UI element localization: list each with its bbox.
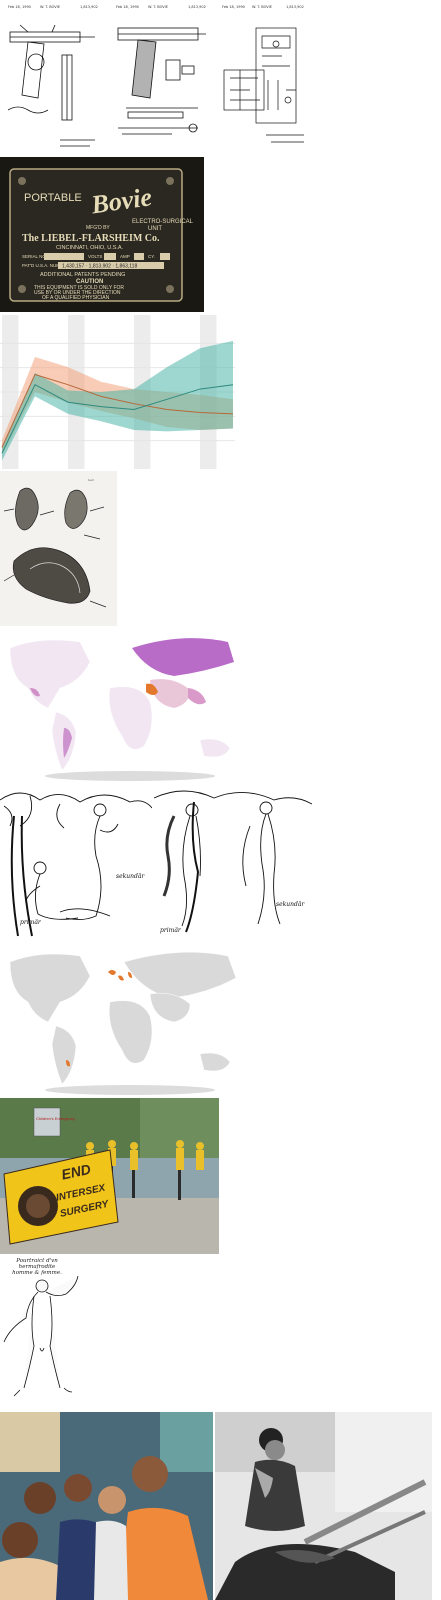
patent-date-2: Feb 18, 1990 — [116, 5, 139, 9]
plate-portable: PORTABLE — [24, 192, 82, 204]
group-photo-scene — [0, 1412, 213, 1600]
patent-drawing-2: Feb 18, 1990 W. T. BOVIE 1,813,902 — [108, 0, 213, 152]
weaver-photo[interactable] — [215, 1412, 432, 1600]
banner-word-1: END — [60, 1161, 92, 1183]
patent-number-1: 1,813,902 — [80, 5, 98, 9]
bovie-nameplate: PORTABLE Bovie ELECTRO-SURGICAL UNIT MFG… — [0, 157, 204, 312]
world-map-choropleth-1[interactable] — [0, 628, 258, 783]
patent-sheet-2[interactable]: Feb 18, 1990 W. T. BOVIE 1,813,902 — [108, 0, 213, 152]
plate-volts-label: VOLTS — [88, 254, 102, 259]
weaver-scene — [215, 1412, 432, 1600]
engraving-figure — [3, 1275, 79, 1397]
patent-number-2: 1,813,902 — [188, 5, 206, 9]
plate-pending: ADDITIONAL PATENTS PENDING — [40, 272, 125, 278]
bovie-nameplate-photo[interactable]: PORTABLE Bovie ELECTRO-SURGICAL UNIT MFG… — [0, 157, 204, 312]
plate-mfg: MFG'D BY — [86, 225, 110, 231]
svg-text:text: text — [88, 478, 95, 482]
engraving-caption-line-1: Pourtraict d'vn hermafrodite — [16, 1258, 58, 1270]
patent-drawing-1: Feb 18, 1990 W. T. BOVIE 1,813,902 — [0, 0, 105, 152]
plate-city: CINCINNATI, OHIO, U.S.A. — [56, 245, 124, 251]
plate-caution-3: OF A QUALIFIED PHYSICIAN — [42, 295, 110, 301]
engraving-caption: Pourtraict d'vn hermafrodite homme & fem… — [2, 1258, 72, 1276]
plate-unit: UNIT — [148, 226, 162, 232]
patent-inventor-2: W. T. BOVIE — [148, 5, 168, 9]
confidence-band-chart[interactable] — [0, 315, 235, 469]
world-map-2 — [0, 942, 258, 1097]
patent-inventor-1: W. T. BOVIE — [40, 5, 60, 9]
protest-scene: Children's Emergency END INTERSEX SURGER… — [0, 1098, 219, 1254]
plate-electro: ELECTRO-SURGICAL — [132, 219, 194, 225]
sketch-right-illustration: primär sekundär — [154, 786, 312, 940]
plate-caution: CAUTION — [76, 279, 103, 285]
anatomy-drawing[interactable]: text — [0, 471, 117, 626]
plate-pat-label: PAT'D U.S.A. NUMBERS — [22, 263, 72, 268]
plate-cy-label: CY. — [148, 254, 155, 259]
patent-date-3: Feb 18, 1990 — [222, 5, 245, 9]
patent-sheet-3[interactable]: Feb 18, 1990 W. T. BOVIE 1,813,902 — [216, 0, 311, 152]
patent-drawing-3: Feb 18, 1990 W. T. BOVIE 1,813,902 — [216, 0, 311, 152]
plate-maker: The LIEBEL-FLARSHEIM Co. — [22, 233, 160, 244]
plate-serial-label: SERIAL NO. — [22, 254, 47, 259]
sketch-right-label-1: primär — [160, 927, 182, 934]
sketch-right[interactable]: primär sekundär — [154, 786, 312, 940]
group-photo[interactable] — [0, 1412, 213, 1600]
sketch-left-label-1: primär — [20, 919, 42, 926]
sketch-left-illustration: primär sekundär — [0, 786, 152, 940]
chart-svg — [0, 315, 235, 469]
world-map-1 — [0, 628, 258, 783]
chart-series-line-2 — [1, 384, 234, 454]
sketch-left-label-2: sekundär — [116, 873, 145, 880]
protest-photo[interactable]: Children's Emergency END INTERSEX SURGER… — [0, 1098, 219, 1254]
plate-caution-1: THIS EQUIPMENT IS SOLD ONLY FOR — [34, 285, 124, 291]
sketch-left[interactable]: primär sekundär — [0, 786, 152, 940]
world-map-choropleth-2[interactable] — [0, 942, 258, 1097]
patent-number-3: 1,813,902 — [286, 5, 304, 9]
patent-sheet-1[interactable]: Feb 18, 1990 W. T. BOVIE 1,813,902 — [0, 0, 105, 152]
engraving[interactable]: Pourtraict d'vn hermafrodite homme & fem… — [0, 1256, 88, 1410]
chart-band-2 — [2, 340, 233, 461]
chart-series-line-1 — [1, 373, 234, 448]
plate-amp-label: AMP — [120, 254, 130, 259]
patent-date-1: Feb 18, 1990 — [8, 5, 31, 9]
plate-caution-2: USE BY OR UNDER THE DIRECTION — [34, 290, 121, 296]
sketch-right-label-2: sekundär — [276, 901, 305, 908]
plate-patents: 1,430,157 · 1,813,902 · 1,863,118 — [62, 264, 137, 270]
engraving-caption-line-2: homme & femme. — [12, 1270, 62, 1276]
hospital-sign: Children's Emergency — [36, 1116, 75, 1121]
anatomy-illustration: text — [0, 471, 117, 626]
patent-inventor-3: W. T. BOVIE — [252, 5, 272, 9]
